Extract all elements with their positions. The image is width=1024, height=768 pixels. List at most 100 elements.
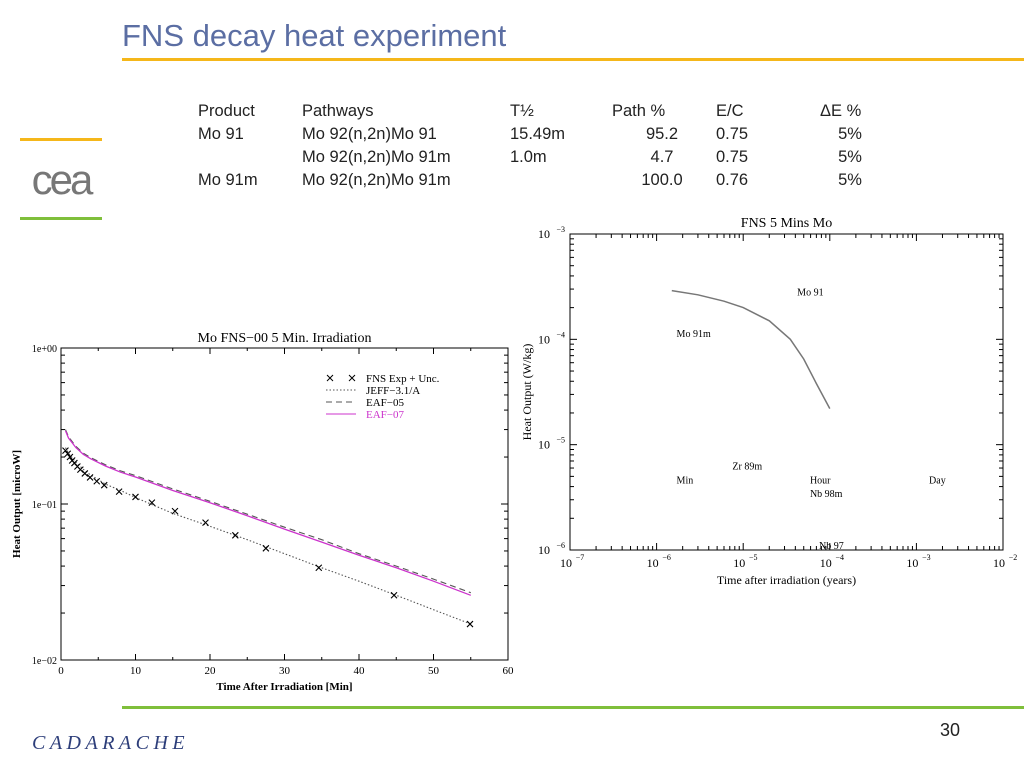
slide-title: FNS decay heat experiment [122,18,507,53]
y-tick-label: 10 [538,332,550,346]
legend-label: EAF−07 [366,409,404,421]
y-axis-label: Heat Output (W/kg) [520,344,534,441]
x-tick-label: 60 [503,665,515,677]
y-tick-exponent: −3 [556,225,565,234]
cea-logo-text: cea [32,156,94,203]
x-tick-label: 40 [354,665,366,677]
header-pathways: Pathways [302,102,374,120]
x-tick-label: 0 [58,665,64,677]
legend-label: JEFF−3.1/A [366,385,420,397]
chart-annotation: Hour [810,475,831,486]
x-tick-label: 10 [820,556,832,570]
y-tick-exponent: −6 [556,541,565,550]
legend-marker [348,374,356,382]
y-tick-label: 1e+00 [32,344,57,355]
header-e-over-c: E/C [716,102,744,120]
cell-e-over-c: 0.76 [716,171,749,189]
data-point [171,507,179,515]
cell-pathway: Mo 92(n,2n)Mo 91 [302,125,437,143]
table-row: Mo 91 Mo 92(n,2n)Mo 91 15.49m 95.2 0.75 … [196,123,882,146]
cell-e-over-c: 0.75 [716,125,749,143]
cell-product: Mo 91 [198,125,244,143]
data-point [315,564,323,572]
fns-5-mins-mo-chart: FNS 5 Mins Mo Time after irradiation (yea… [520,216,1017,587]
x-tick-label: 50 [428,665,440,677]
chart-annotation: Min [677,475,694,486]
x-axis-label: Time after irradiation (years) [717,573,856,587]
title-underline [122,58,1024,61]
header-path-percent: Path % [612,102,666,120]
cell-delta-e: 5% [838,171,862,189]
cell-half-life [508,169,610,192]
y-tick-label: 1e−02 [32,656,57,667]
chart-annotation: Zr 89m [732,462,762,473]
data-point [100,481,108,489]
x-tick-label: 30 [279,665,291,677]
header-half-life: T½ [510,102,534,120]
cell-product [196,146,300,169]
data-point [202,519,209,526]
cell-delta-e: 5% [838,125,862,143]
x-tick-label: 10 [733,556,745,570]
y-axis-label: Heat Output [microW] [11,450,23,558]
data-point [466,620,474,628]
cell-e-over-c: 0.75 [716,148,749,166]
data-point [66,453,74,461]
data-point [231,531,239,539]
series-line-1 [65,447,471,625]
chart-annotation: Mo 91m [677,329,711,340]
data-point [262,544,270,552]
y-tick-exponent: −4 [556,330,565,339]
cea-logo: cea [20,138,102,220]
pathway-table: Product Pathways T½ Path % E/C ΔE % Mo 9… [196,100,882,192]
x-tick-exponent: −3 [922,553,931,562]
chart-title: FNS 5 Mins Mo [741,216,832,231]
chart-annotation: Mo 91 [797,288,823,299]
series-line-2 [64,429,471,594]
data-point [115,488,123,496]
cell-pathway: Mo 92(n,2n)Mo 91m [302,148,451,166]
x-tick-exponent: −4 [836,553,845,562]
cell-path-percent: 4.7 [650,148,674,166]
header-delta-e: ΔE % [820,102,862,120]
series-line-0 [671,289,831,409]
x-tick-exponent: −7 [576,553,585,562]
cell-delta-e: 5% [838,148,862,166]
chart-title: Mo FNS−00 5 Min. Irradiation [198,331,372,346]
cadarache-logo: CADARACHE [32,732,189,754]
plot-frame [569,233,1004,551]
x-axis-label: Time After Irradiation [Min] [216,681,352,693]
y-tick-label: 10 [538,227,550,241]
mo-fns-heat-chart: Mo FNS−00 5 Min. Irradiation Time After I… [11,331,515,693]
footer-rule [122,706,1024,709]
table-header-row: Product Pathways T½ Path % E/C ΔE % [196,100,882,123]
chart-annotation: Day [929,475,946,486]
x-tick-label: 10 [130,665,142,677]
x-tick-label: 10 [906,556,918,570]
y-tick-label: 1e−01 [32,500,57,511]
plot-frame [60,347,509,661]
x-tick-label: 20 [205,665,217,677]
cell-half-life: 15.49m [510,125,566,143]
cadarache-logo-text: CADARACHE [32,732,189,754]
cell-path-percent: 100.0 [641,171,683,189]
cell-pathway: Mo 92(n,2n)Mo 91m [302,171,451,189]
data-point [64,450,72,458]
chart-annotation: Nb 97 [819,541,844,552]
data-point [148,499,156,507]
legend-label: EAF−05 [366,397,404,409]
table-row: Mo 92(n,2n)Mo 91m 1.0m 4.7 0.75 5% [196,146,882,169]
x-tick-exponent: −5 [749,553,758,562]
cell-product: Mo 91m [198,171,258,189]
data-point [81,470,89,477]
data-point [62,447,69,454]
x-tick-label: 10 [647,556,659,570]
page-number: 30 [940,720,961,740]
data-point [86,474,94,481]
y-tick-label: 10 [538,543,550,557]
header-product: Product [198,102,255,120]
data-point [132,493,139,501]
chart-annotation: Nb 98m [810,489,843,500]
cell-path-percent: 95.2 [645,125,679,143]
legend-marker [326,374,334,382]
